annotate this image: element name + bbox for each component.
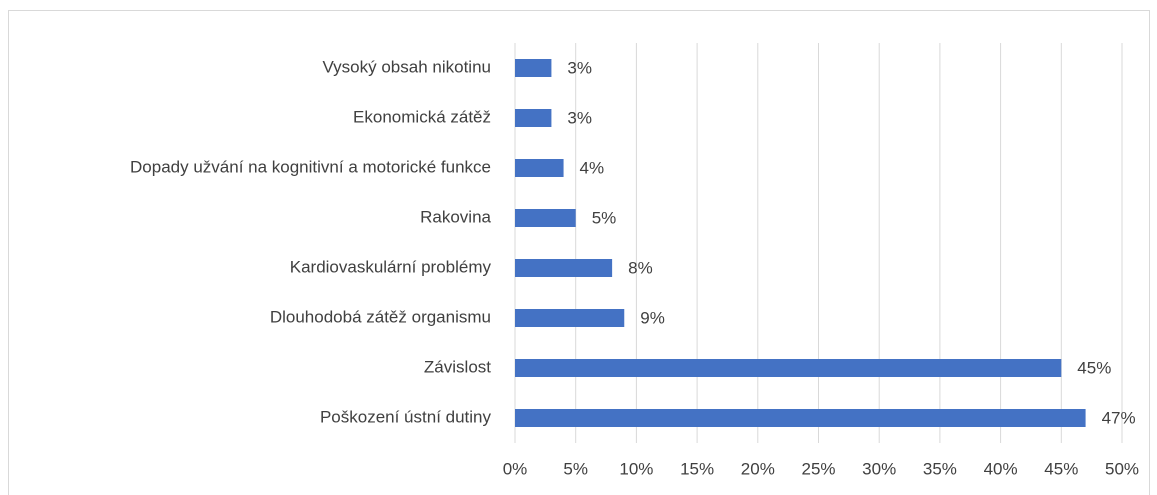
x-tick-label: 10% [619, 459, 653, 478]
y-tick-label: Rakovina [420, 207, 491, 226]
data-label: 5% [592, 208, 617, 227]
x-tick-label: 45% [1044, 459, 1078, 478]
data-label: 9% [640, 308, 665, 327]
data-label: 47% [1102, 408, 1136, 427]
bar [515, 359, 1062, 377]
x-tick-label: 50% [1105, 459, 1139, 478]
data-label: 45% [1077, 358, 1111, 377]
data-label: 4% [580, 158, 605, 177]
chart-frame [8, 10, 1150, 495]
x-tick-label: 0% [503, 459, 528, 478]
x-tick-label: 20% [741, 459, 775, 478]
bar [515, 209, 576, 227]
y-tick-label: Poškození ústní dutiny [320, 407, 492, 426]
data-label: 3% [567, 108, 592, 127]
x-tick-label: 15% [680, 459, 714, 478]
y-tick-label: Dlouhodobá zátěž organismu [270, 307, 491, 326]
bar [515, 159, 564, 177]
x-tick-label: 25% [801, 459, 835, 478]
x-tick-label: 40% [984, 459, 1018, 478]
y-tick-label: Vysoký obsah nikotinu [322, 57, 491, 76]
bar [515, 109, 552, 127]
bar [515, 409, 1086, 427]
y-tick-label: Závislost [424, 357, 491, 376]
y-tick-label: Dopady užvání na kognitivní a motorické … [130, 157, 491, 176]
y-tick-label: Ekonomická zátěž [353, 107, 491, 126]
x-tick-label: 30% [862, 459, 896, 478]
data-label: 8% [628, 258, 653, 277]
x-tick-label: 35% [923, 459, 957, 478]
x-tick-label: 5% [563, 459, 588, 478]
data-label: 3% [567, 58, 592, 77]
bar [515, 59, 552, 77]
bar [515, 259, 613, 277]
bar [515, 309, 625, 327]
y-tick-label: Kardiovaskulární problémy [290, 257, 492, 276]
